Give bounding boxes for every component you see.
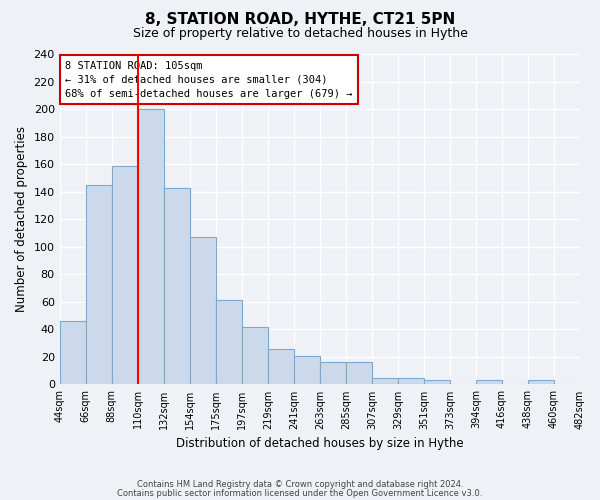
Bar bbox=[320, 362, 346, 384]
Bar bbox=[164, 188, 190, 384]
Text: Size of property relative to detached houses in Hythe: Size of property relative to detached ho… bbox=[133, 28, 467, 40]
Y-axis label: Number of detached properties: Number of detached properties bbox=[15, 126, 28, 312]
Bar bbox=[216, 300, 242, 384]
Text: Contains HM Land Registry data © Crown copyright and database right 2024.: Contains HM Land Registry data © Crown c… bbox=[137, 480, 463, 489]
Bar bbox=[372, 378, 398, 384]
X-axis label: Distribution of detached houses by size in Hythe: Distribution of detached houses by size … bbox=[176, 437, 464, 450]
Bar bbox=[424, 380, 450, 384]
Bar bbox=[346, 362, 372, 384]
Bar bbox=[242, 326, 268, 384]
Bar bbox=[294, 356, 320, 384]
Bar bbox=[112, 166, 138, 384]
Bar bbox=[398, 378, 424, 384]
Bar bbox=[528, 380, 554, 384]
Bar bbox=[138, 109, 164, 384]
Bar bbox=[190, 237, 216, 384]
Bar bbox=[268, 348, 294, 384]
Bar bbox=[86, 185, 112, 384]
Text: 8, STATION ROAD, HYTHE, CT21 5PN: 8, STATION ROAD, HYTHE, CT21 5PN bbox=[145, 12, 455, 28]
Text: 8 STATION ROAD: 105sqm
← 31% of detached houses are smaller (304)
68% of semi-de: 8 STATION ROAD: 105sqm ← 31% of detached… bbox=[65, 60, 352, 98]
Bar bbox=[476, 380, 502, 384]
Bar bbox=[59, 321, 86, 384]
Text: Contains public sector information licensed under the Open Government Licence v3: Contains public sector information licen… bbox=[118, 490, 482, 498]
